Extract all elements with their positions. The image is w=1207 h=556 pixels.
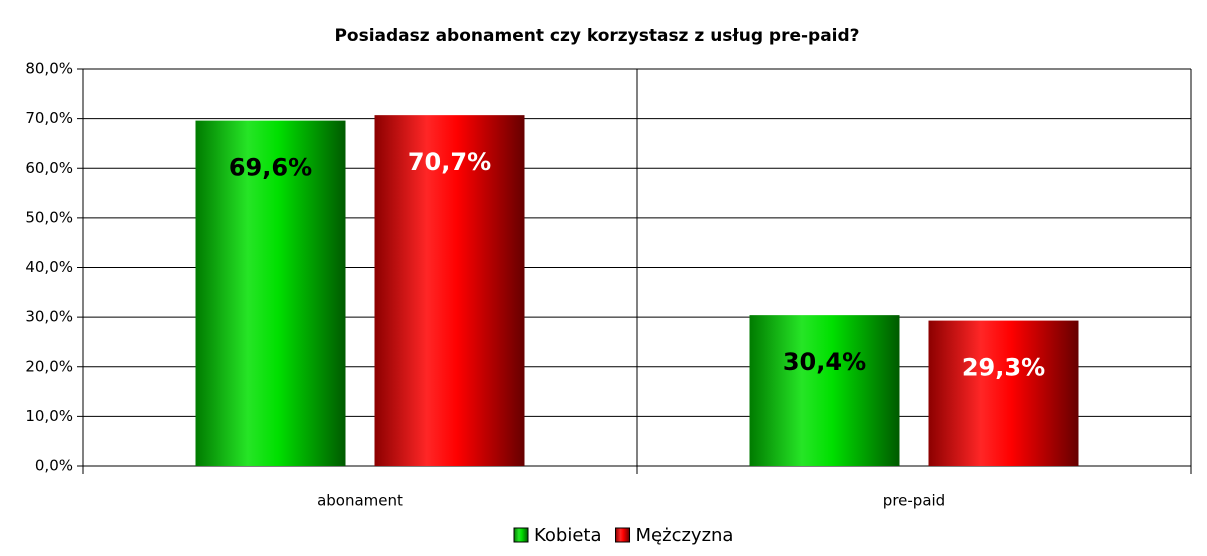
bar	[749, 315, 900, 466]
bar	[928, 320, 1079, 466]
x-tick-label: pre-paid	[883, 492, 945, 510]
legend-label: Kobieta	[534, 525, 602, 546]
y-tick-label: 10,0%	[25, 407, 73, 425]
y-tick-label: 50,0%	[25, 208, 73, 226]
bar	[374, 115, 525, 467]
bar	[195, 120, 346, 467]
chart-title: Posiadasz abonament czy korzystasz z usł…	[334, 26, 859, 46]
value-label: 29,3%	[962, 354, 1045, 382]
y-tick-label: 60,0%	[25, 159, 73, 177]
legend-label: Mężczyzna	[636, 525, 734, 546]
value-label: 70,7%	[408, 148, 491, 176]
y-tick-label: 20,0%	[25, 357, 73, 375]
y-tick-label: 70,0%	[25, 109, 73, 127]
legend-swatch	[513, 527, 529, 543]
value-label: 30,4%	[783, 348, 866, 376]
y-tick-label: 30,0%	[25, 308, 73, 326]
y-tick-label: 80,0%	[25, 60, 73, 78]
legend-swatch	[615, 527, 631, 543]
y-tick-label: 40,0%	[25, 258, 73, 276]
x-tick-label: abonament	[317, 492, 403, 510]
y-tick-label: 0,0%	[35, 457, 73, 475]
value-label: 69,6%	[229, 154, 312, 182]
